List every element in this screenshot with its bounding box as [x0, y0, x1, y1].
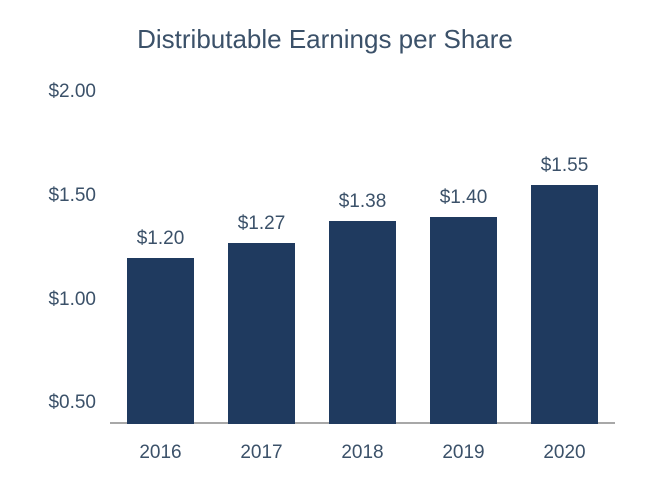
y-tick-label: $1.00 — [36, 289, 96, 311]
bar — [228, 243, 295, 424]
x-tick-label: 2020 — [543, 442, 585, 464]
bar-value-label: $1.20 — [137, 228, 185, 250]
y-tick-label: $2.00 — [36, 81, 96, 103]
y-tick-label: $1.50 — [36, 185, 96, 207]
bar-value-label: $1.55 — [541, 155, 589, 177]
chart-container: Distributable Earnings per Share $0.50$1… — [0, 0, 650, 500]
chart-title: Distributable Earnings per Share — [0, 24, 650, 55]
bar — [531, 185, 598, 424]
y-tick-label: $0.50 — [36, 392, 96, 414]
x-tick-label: 2016 — [139, 442, 181, 464]
x-tick-label: 2019 — [442, 442, 484, 464]
chart-plot-area: $0.50$1.00$1.50$2.00$1.202016$1.272017$1… — [110, 92, 615, 424]
bar — [127, 258, 194, 424]
bar-value-label: $1.27 — [238, 213, 286, 235]
x-tick-label: 2018 — [341, 442, 383, 464]
bar-value-label: $1.40 — [440, 187, 488, 209]
x-tick-label: 2017 — [240, 442, 282, 464]
bar — [430, 217, 497, 425]
bar-value-label: $1.38 — [339, 191, 387, 213]
bar — [329, 221, 396, 424]
